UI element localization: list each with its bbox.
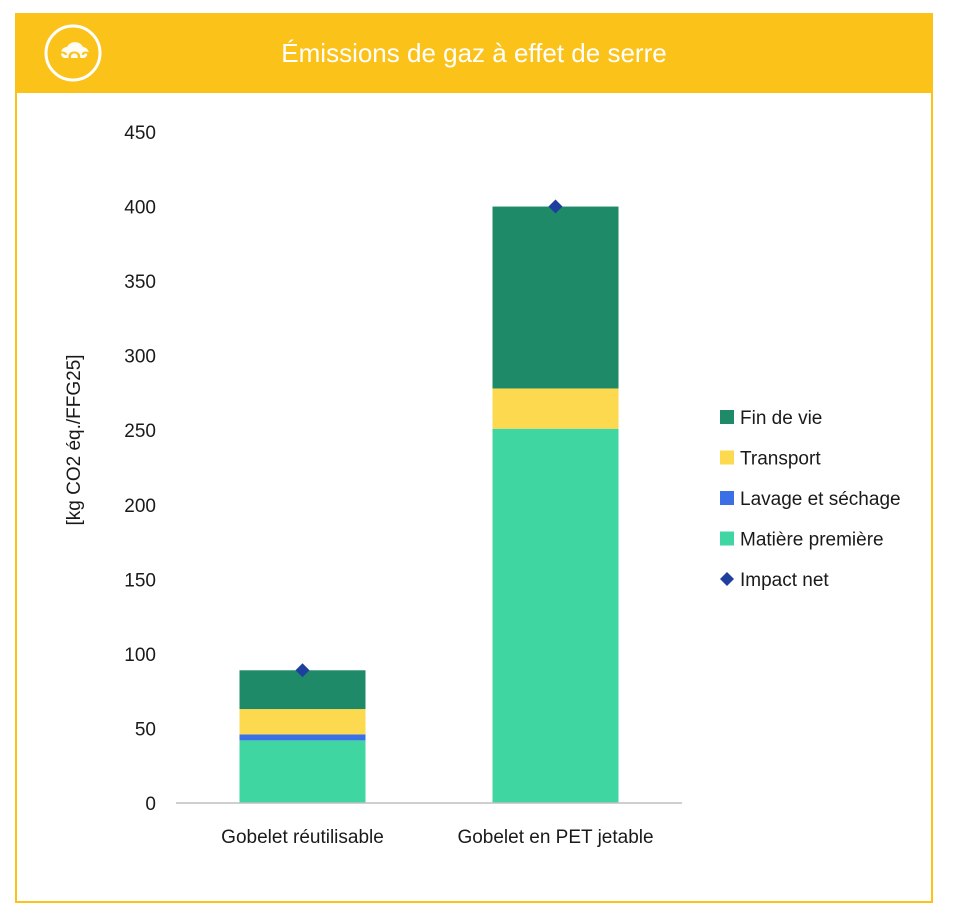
legend-swatch [720, 450, 734, 465]
y-tick-label: 400 [124, 198, 156, 219]
bar-segment [239, 709, 366, 735]
bar-segment [239, 734, 366, 741]
legend: Fin de vie Transport Lavage et séchage Mati… [720, 408, 901, 591]
legend-swatch [720, 410, 734, 424]
legend-label: Impact net [740, 570, 829, 591]
bar-segment [492, 206, 619, 389]
y-tick-label: 200 [124, 496, 156, 517]
chart-frame [15, 13, 933, 903]
y-axis-ticks: 0 50 100 150 200 250 300 350 400 450 [124, 123, 156, 815]
y-tick-label: 350 [124, 272, 156, 293]
impact-net-marker [295, 663, 310, 678]
impact-net-marker [548, 199, 563, 214]
y-tick-label: 250 [124, 421, 156, 442]
y-tick-label: 50 [135, 719, 156, 740]
bars [239, 206, 619, 803]
logo-text: CO2 [56, 48, 91, 67]
bar-segment [492, 428, 619, 803]
legend-label: Matière première [740, 530, 884, 551]
y-tick-label: 300 [124, 347, 156, 368]
co2-cloud-icon: CO2 [44, 24, 102, 82]
y-tick-label: 150 [124, 570, 156, 591]
y-tick-label: 0 [145, 794, 156, 815]
legend-label: Lavage et séchage [740, 489, 901, 510]
category-label: Gobelet en PET jetable [457, 827, 653, 848]
y-axis-label: [kg CO2 éq./FFG25] [64, 354, 85, 525]
legend-label: Fin de vie [740, 408, 822, 429]
legend-marker-impact-net [720, 572, 734, 586]
legend-label: Transport [740, 449, 821, 470]
category-labels: Gobelet réutilisable Gobelet en PET jetab… [221, 827, 653, 848]
legend-swatch [720, 491, 734, 505]
y-tick-label: 450 [124, 123, 156, 144]
header-banner: CO2 Émissions de gaz à effet de serre [15, 13, 933, 93]
legend-swatch [720, 531, 734, 546]
chart-title: Émissions de gaz à effet de serre [281, 38, 667, 68]
bar-segment [239, 740, 366, 803]
y-tick-label: 100 [124, 645, 156, 666]
bar-segment [492, 388, 619, 429]
category-label: Gobelet réutilisable [221, 827, 384, 848]
impact-markers [295, 199, 563, 678]
